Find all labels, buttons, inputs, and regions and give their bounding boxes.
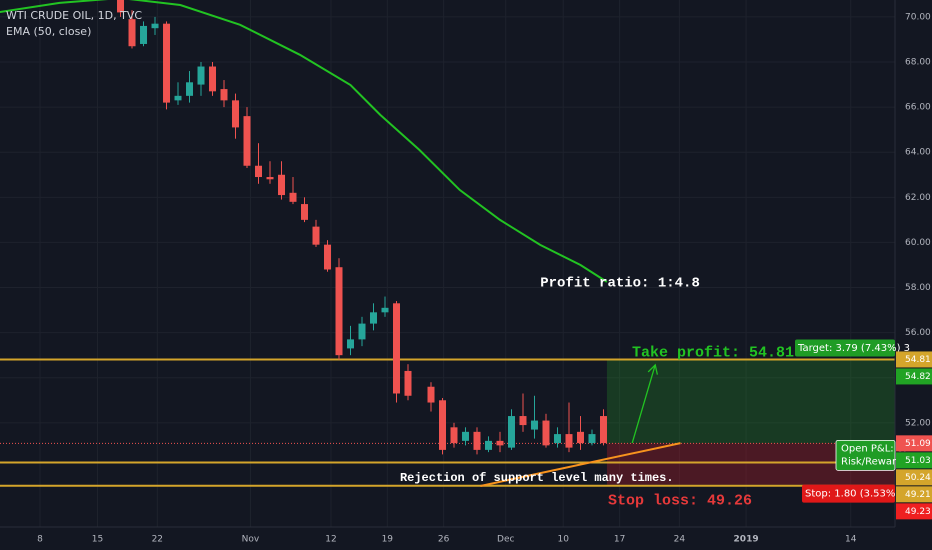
candle-body <box>347 339 355 349</box>
candle-body <box>381 307 389 313</box>
stop-label-box <box>802 484 895 503</box>
arrow-head <box>647 363 658 375</box>
y-tick-label: 60.00 <box>905 238 931 248</box>
x-tick-label: 15 <box>92 535 103 545</box>
price-label: 51.09 <box>905 439 931 449</box>
target-label-box <box>795 339 895 357</box>
plot: Profit ratio: 1:4.8 Rejection of support … <box>0 0 895 510</box>
candle-body <box>370 312 378 324</box>
candle-body <box>312 226 320 245</box>
y-tick-label: 62.00 <box>905 193 931 203</box>
candle-body <box>255 165 263 178</box>
x-tick-label: 17 <box>614 535 625 545</box>
candle-body <box>128 19 136 47</box>
candle-body <box>553 434 561 444</box>
candle-body <box>358 323 366 340</box>
candle-body <box>289 192 297 202</box>
candle-body <box>519 416 527 426</box>
price-label-box <box>896 368 932 385</box>
price-label-box <box>896 503 932 520</box>
candle-body <box>301 204 309 220</box>
candle-body <box>197 66 205 85</box>
candle-body <box>507 416 515 448</box>
chart-title: WTI CRUDE OIL, 1D, TVC <box>6 9 142 22</box>
ema-line <box>0 0 608 283</box>
candle-body <box>266 177 274 180</box>
pnl-label: Open P&L: 0. <box>841 443 906 454</box>
y-tick-label: 56.00 <box>905 328 931 338</box>
pnl-box <box>835 439 896 471</box>
candle-body <box>450 427 458 444</box>
candle-body <box>599 416 607 444</box>
candle-body <box>163 23 171 103</box>
price-label-box <box>896 469 932 486</box>
y-tick-label: 64.00 <box>905 148 931 158</box>
price-label-box <box>896 351 932 368</box>
y-tick-label: 70.00 <box>905 12 931 22</box>
x-tick-label: 10 <box>558 535 570 545</box>
candle-body <box>404 370 412 396</box>
candle-body <box>393 303 401 394</box>
annotation: Rejection of support level many times. <box>400 471 674 485</box>
candle-body <box>243 116 251 166</box>
candle-body <box>209 66 217 92</box>
x-tick-label: Dec <box>497 535 514 545</box>
x-tick-label: 14 <box>845 535 857 545</box>
x-tick-label: 2019 <box>734 535 759 545</box>
x-tick-label: 19 <box>382 535 394 545</box>
target-label: Target: 3.79 (7.43%) 3 <box>797 343 910 354</box>
price-label: 54.82 <box>905 372 931 382</box>
price-label: 49.21 <box>905 490 931 500</box>
y-tick-label: 52.00 <box>905 418 931 428</box>
price-label-box <box>896 435 932 452</box>
price-label: 54.81 <box>905 355 931 365</box>
price-label-box <box>896 486 932 503</box>
x-tick-label: 12 <box>325 535 336 545</box>
candle-body <box>220 89 228 101</box>
trend-line <box>480 442 681 487</box>
candle-body <box>576 431 584 444</box>
candle-body <box>565 434 573 448</box>
target-zone <box>606 359 895 444</box>
indicator-label: EMA (50, close) <box>6 25 91 38</box>
candle-body <box>588 434 596 444</box>
candle-body <box>186 82 194 96</box>
candle-body <box>278 174 286 196</box>
x-tick-label: 22 <box>152 535 163 545</box>
annotation: Profit ratio: 1:4.8 <box>540 276 700 292</box>
x-tick-label: Nov <box>242 535 260 545</box>
y-tick-label: 66.00 <box>905 103 931 113</box>
arrow-line <box>631 364 656 444</box>
y-tick-label: 68.00 <box>905 58 931 68</box>
candle-body <box>473 431 481 450</box>
candle-body <box>484 440 492 450</box>
candle-body <box>427 386 435 403</box>
rr-label: Risk/Reward <box>841 456 902 467</box>
candle-body <box>324 244 332 270</box>
x-tick-label: 24 <box>674 535 686 545</box>
x-tick-label: 26 <box>438 535 450 545</box>
stop-loss-text: Stop loss: 49.26 <box>608 493 752 510</box>
candle-body <box>542 420 550 446</box>
candle-body <box>174 95 182 101</box>
candle-body <box>232 100 240 128</box>
candle-body <box>496 440 504 446</box>
candle-body <box>117 0 125 13</box>
candle-body <box>140 25 148 44</box>
take-profit-text: Take profit: 54.81 <box>632 344 794 361</box>
price-label: 50.24 <box>905 473 931 483</box>
y-tick-label: 58.00 <box>905 283 931 293</box>
candle-body <box>335 267 343 356</box>
price-label: 51.03 <box>905 456 931 466</box>
stop-label: Stop: 1.80 (3.53%) <box>805 489 899 500</box>
x-tick-label: 8 <box>37 535 43 545</box>
candle-body <box>461 431 469 441</box>
candle-body <box>530 420 538 430</box>
price-label: 49.23 <box>905 507 931 517</box>
candle-body <box>438 400 446 450</box>
candle-body <box>151 23 159 29</box>
price-label-box <box>896 452 932 469</box>
